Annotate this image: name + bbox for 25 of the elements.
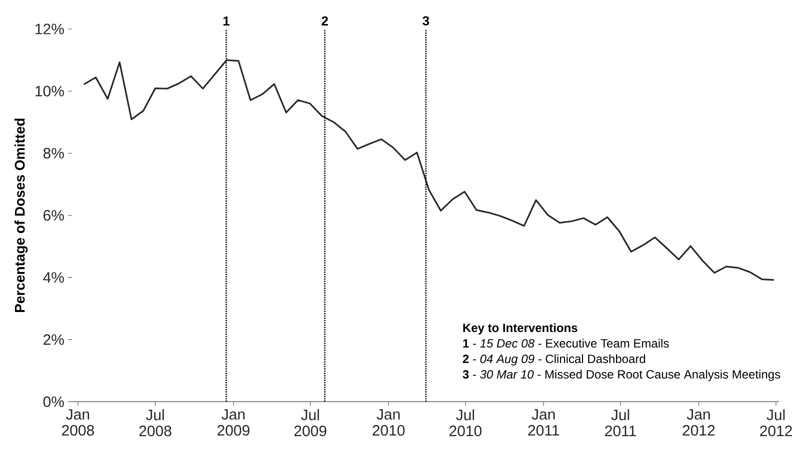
annotation: 2 - 04 Aug 09 - Clinical Dashboard bbox=[462, 354, 646, 366]
y-tick-label: 0% bbox=[43, 396, 64, 407]
y-tick-label: 12% bbox=[36, 24, 64, 34]
x-tick-label: Jan 2008 bbox=[62, 409, 94, 436]
annotation: 3 - 30 Mar 10 - Missed Dose Root Cause Analysis Meetings bbox=[462, 370, 780, 381]
x-tick-label: Jan 2010 bbox=[372, 409, 405, 436]
x-tick-label: Jul 2009 bbox=[294, 409, 326, 436]
y-tick-label: 4% bbox=[43, 272, 64, 283]
x-tick-label: Jan 2011 bbox=[528, 409, 560, 436]
x-tick-label: Jul 2008 bbox=[139, 409, 172, 436]
annotation: 1 - 15 Dec 08 - Executive Team Emails bbox=[463, 338, 669, 348]
x-tick-label: Jul 2011 bbox=[605, 409, 636, 436]
x-tick-label: Jan 2012 bbox=[682, 409, 715, 436]
y-tick-label: 6% bbox=[44, 210, 64, 221]
y-tick-label: 8% bbox=[43, 148, 64, 159]
ref-line-label: 2 bbox=[322, 16, 328, 26]
y-axis-title: Percentage of Doses Omitted bbox=[14, 118, 28, 312]
x-tick-label: Jan 2009 bbox=[218, 409, 250, 436]
x-tick-label: Jul 2012 bbox=[760, 409, 792, 436]
ref-line-label: 1 bbox=[223, 16, 230, 26]
annotation: Key to Interventions bbox=[463, 323, 578, 334]
ref-line-label: 3 bbox=[422, 16, 430, 26]
x-tick-label: Jul 2010 bbox=[450, 409, 482, 436]
y-tick-label: 2% bbox=[44, 334, 64, 345]
y-tick-label: 10% bbox=[36, 86, 64, 96]
